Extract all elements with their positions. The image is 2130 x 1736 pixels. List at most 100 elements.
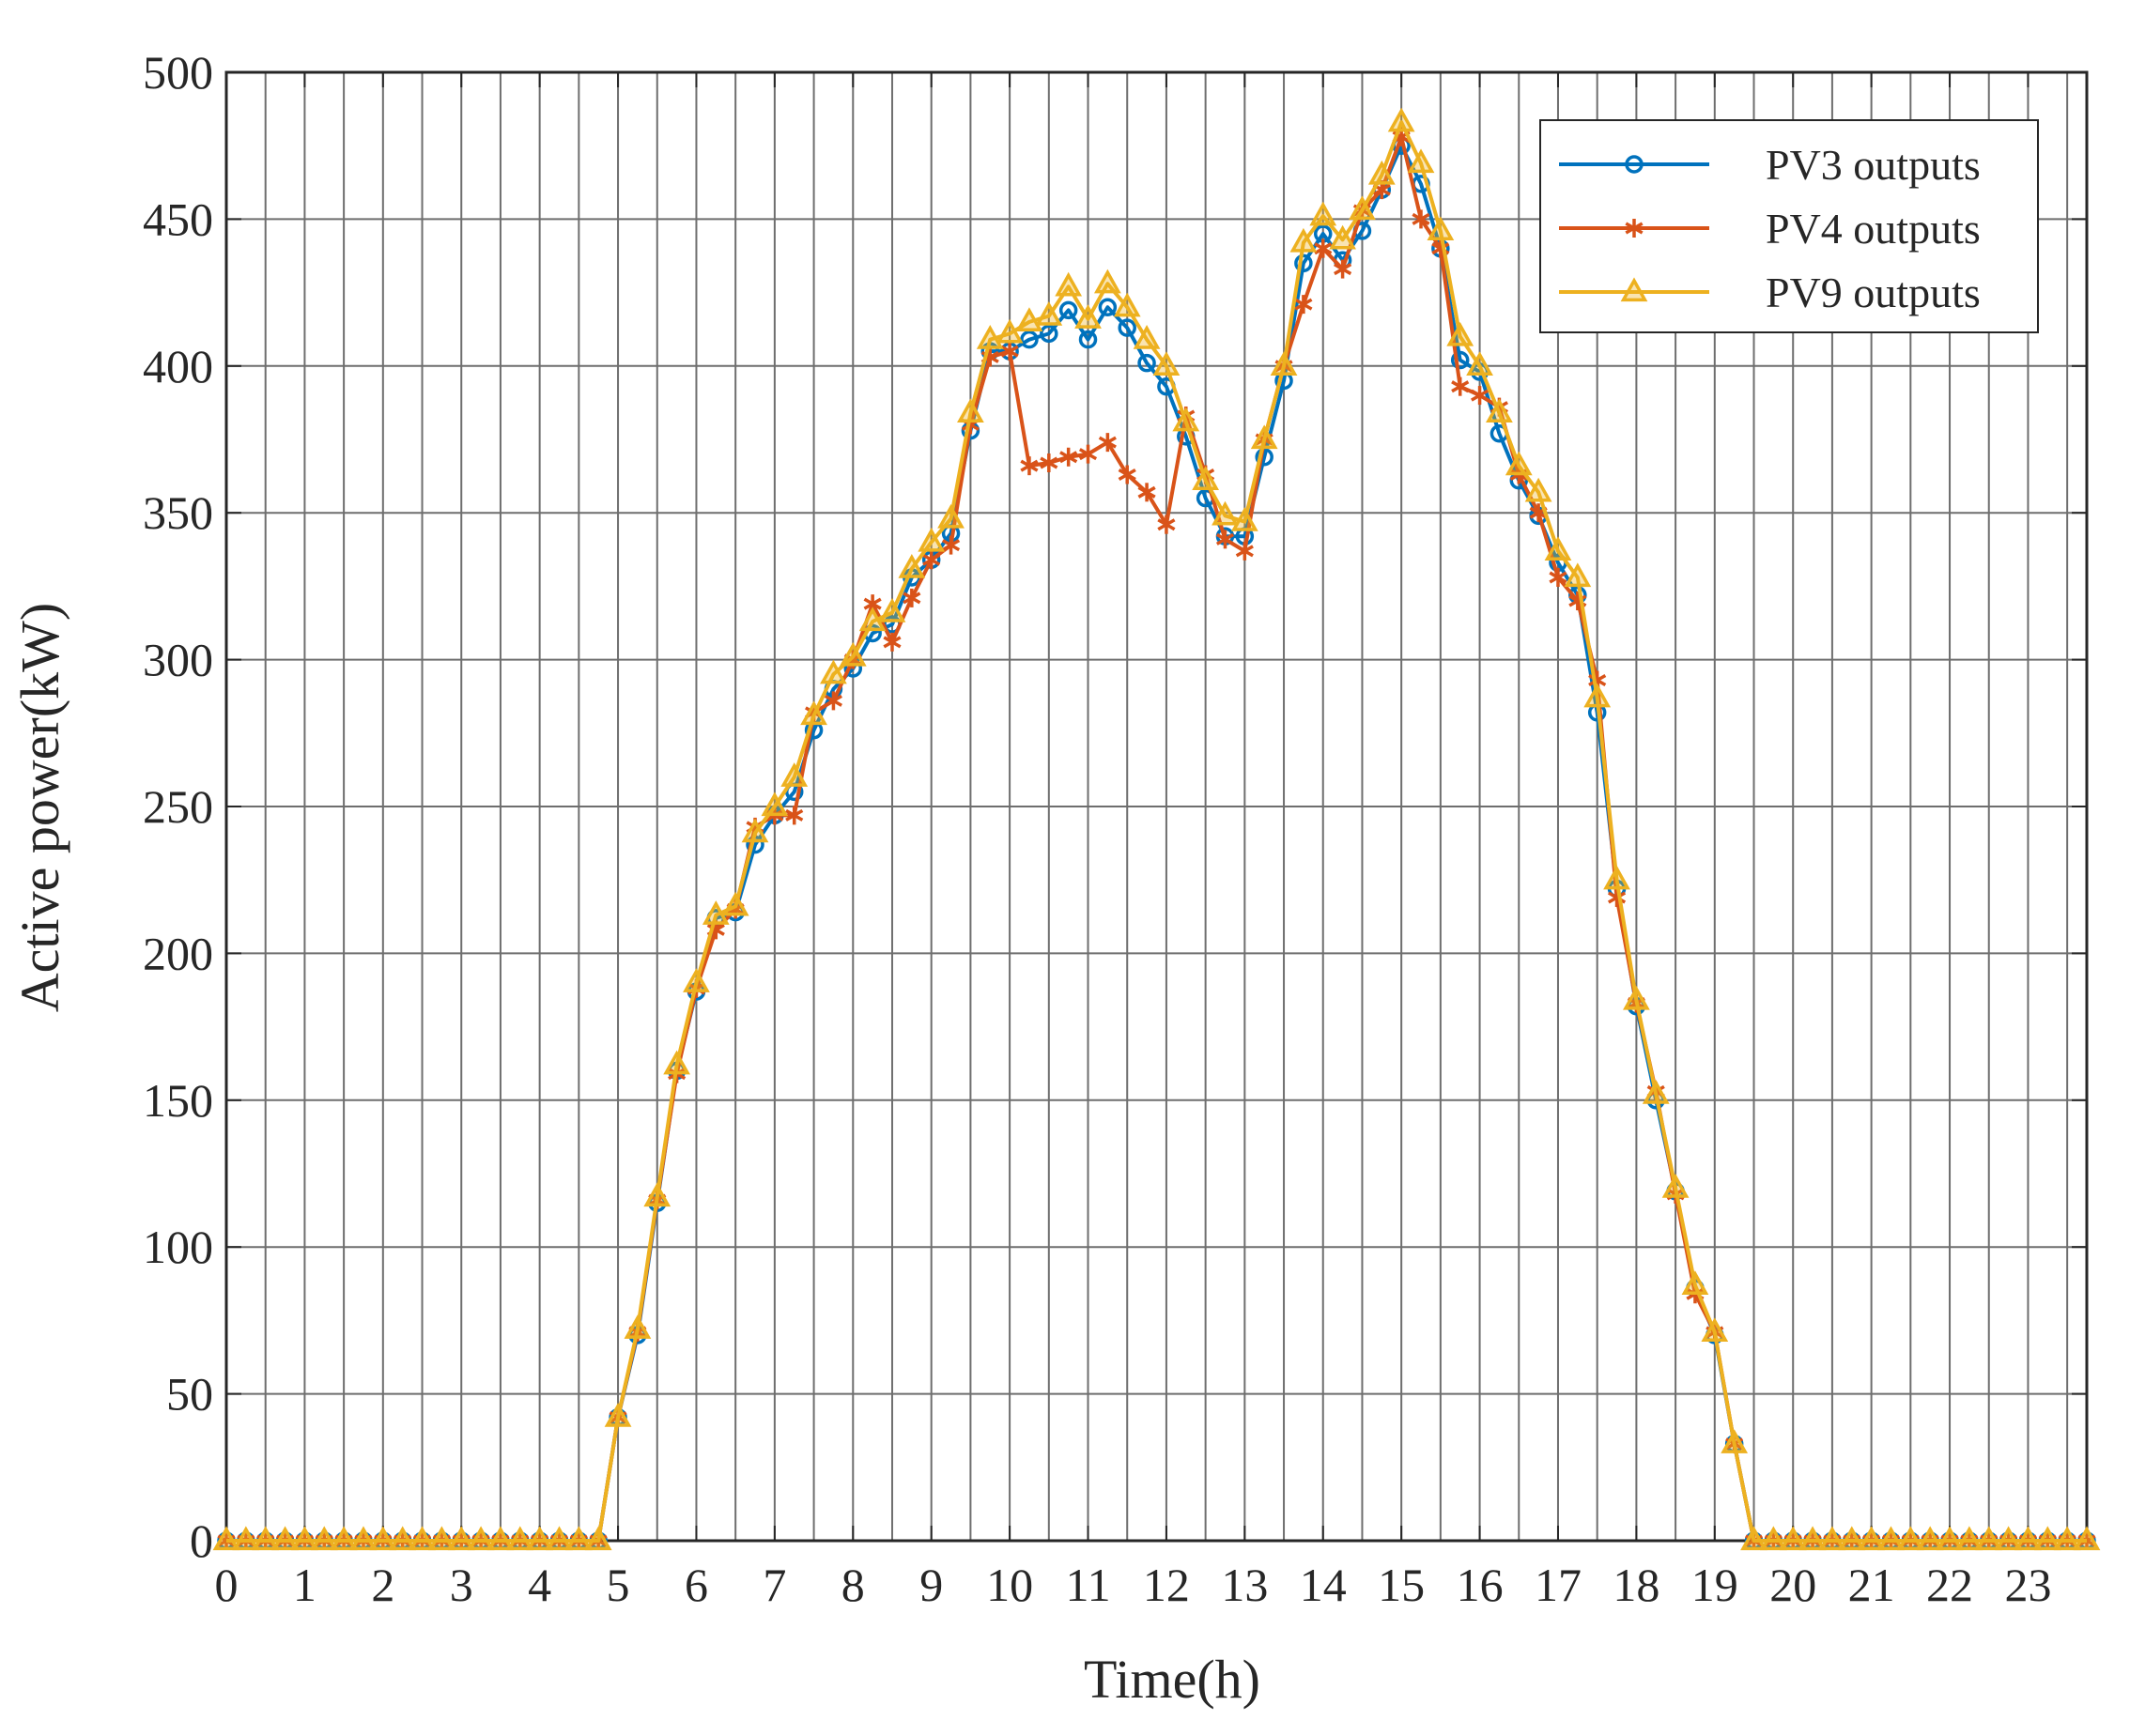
data-point-marker: [1093, 269, 1121, 294]
data-point-marker: [1212, 500, 1239, 526]
data-point-marker: [1074, 304, 1102, 329]
data-point-marker: [1113, 292, 1141, 317]
x-tick-label: 16: [1457, 1559, 1504, 1611]
x-tick-label: 12: [1143, 1559, 1190, 1611]
data-point-marker: [800, 700, 827, 726]
data-point-marker: [1858, 1526, 1886, 1551]
data-point-marker: [1020, 330, 1039, 349]
data-point-marker: [1133, 325, 1161, 349]
x-tick-label: 10: [986, 1559, 1033, 1611]
data-point-marker: [903, 588, 921, 607]
data-point-marker: [1289, 227, 1318, 253]
data-point-marker: [1549, 568, 1567, 588]
data-point-marker: [604, 1403, 632, 1427]
x-tick-label: 7: [763, 1559, 786, 1611]
data-point-marker: [663, 1050, 690, 1075]
data-point-marker: [369, 1526, 397, 1551]
legend[interactable]: PV3 outputs PV4 outputs PV9 outputs: [1539, 119, 2039, 333]
data-point-marker: [839, 641, 867, 667]
x-tick-label: 21: [1848, 1559, 1895, 1611]
x-tick-label: 9: [919, 1559, 943, 1611]
data-point-marker: [976, 325, 1004, 349]
data-point-marker: [878, 597, 906, 622]
data-point-marker: [1721, 1429, 1749, 1453]
data-point-marker: [310, 1526, 338, 1551]
data-point-marker: [1818, 1526, 1846, 1551]
data-point-marker: [1916, 1526, 1944, 1551]
data-point-marker: [683, 968, 710, 992]
data-point-marker: [1642, 1079, 1670, 1104]
grid: [226, 72, 2087, 1541]
y-tick-label: 0: [190, 1514, 213, 1567]
data-point-marker: [467, 1526, 495, 1551]
x-tick-label: 23: [2004, 1559, 2051, 1611]
data-point-marker: [212, 1526, 240, 1551]
data-point-marker: [922, 550, 941, 570]
data-point-marker: [1524, 477, 1552, 502]
x-tick-label: 19: [1691, 1559, 1738, 1611]
legend-item[interactable]: PV4 outputs: [1559, 205, 1981, 253]
data-point-marker: [1564, 562, 1592, 588]
data-point-marker: [1412, 209, 1430, 229]
data-point-marker: [1701, 1317, 1729, 1343]
data-point-marker: [1118, 318, 1136, 337]
data-point-marker: [1877, 1526, 1905, 1551]
data-point-marker: [1583, 683, 1612, 708]
data-point-marker: [1098, 298, 1118, 316]
data-point-marker: [1466, 351, 1493, 376]
data-point-marker: [858, 607, 887, 632]
data-point-marker: [564, 1526, 593, 1551]
axes: 0 1 2 3 4 5 6 7 8 9 10 11 12 13 14 15 16 17 18 19 20 21 22 2305…: [143, 46, 2089, 1611]
data-point-marker: [1040, 324, 1058, 344]
data-point-marker: [427, 1526, 455, 1551]
data-point-marker: [1235, 541, 1254, 561]
data-point-marker: [824, 691, 843, 711]
data-point-marker: [1451, 376, 1470, 396]
y-tick-label: 200: [143, 927, 213, 979]
data-point-marker: [1250, 424, 1278, 450]
data-point-marker: [1000, 342, 1019, 361]
y-tick-label: 500: [143, 46, 213, 99]
data-point-marker: [1098, 433, 1117, 453]
legend-marker: [1625, 155, 1644, 174]
legend-item[interactable]: PV9 outputs: [1559, 269, 1981, 316]
x-axis-label: Time(h): [1084, 1649, 1260, 1710]
data-point-marker: [1367, 160, 1396, 185]
data-point-marker: [2053, 1526, 2081, 1551]
data-point-marker: [409, 1526, 436, 1551]
data-point-marker: [941, 535, 961, 555]
legend-marker: [1620, 277, 1648, 302]
data-point-marker: [1896, 1526, 1924, 1551]
series-line: [226, 120, 2087, 1543]
legend-label: PV3 outputs: [1766, 141, 1981, 189]
x-tick-label: 2: [371, 1559, 394, 1611]
x-tick-label: 20: [1769, 1559, 1816, 1611]
data-point-marker: [1334, 259, 1352, 279]
data-point-marker: [1623, 985, 1650, 1010]
data-point-marker: [486, 1526, 515, 1551]
data-point-marker: [1470, 386, 1489, 406]
y-tick-label: 50: [166, 1368, 213, 1421]
data-point-marker: [1995, 1526, 2022, 1551]
data-point-marker: [2033, 1526, 2061, 1551]
data-point-marker: [1215, 530, 1235, 549]
y-tick-label: 250: [143, 780, 213, 833]
y-tick-label: 400: [143, 340, 213, 392]
data-point-marker: [2073, 1526, 2101, 1551]
data-point-marker: [506, 1526, 534, 1551]
data-point-marker: [1779, 1526, 1807, 1551]
legend-item[interactable]: PV3 outputs: [1559, 141, 1981, 189]
data-point-marker: [883, 632, 902, 652]
x-tick-label: 14: [1300, 1559, 1347, 1611]
data-point-marker: [252, 1526, 280, 1551]
data-point-marker: [937, 503, 965, 529]
data-point-marker: [1035, 301, 1063, 326]
data-point-marker: [1661, 1174, 1690, 1198]
data-point-marker: [1137, 353, 1156, 373]
data-point-marker: [291, 1526, 318, 1551]
series-pv9-outputs: [212, 107, 2101, 1551]
data-point-marker: [1329, 224, 1356, 250]
x-tick-label: 13: [1221, 1559, 1268, 1611]
data-point-marker: [1078, 444, 1098, 464]
